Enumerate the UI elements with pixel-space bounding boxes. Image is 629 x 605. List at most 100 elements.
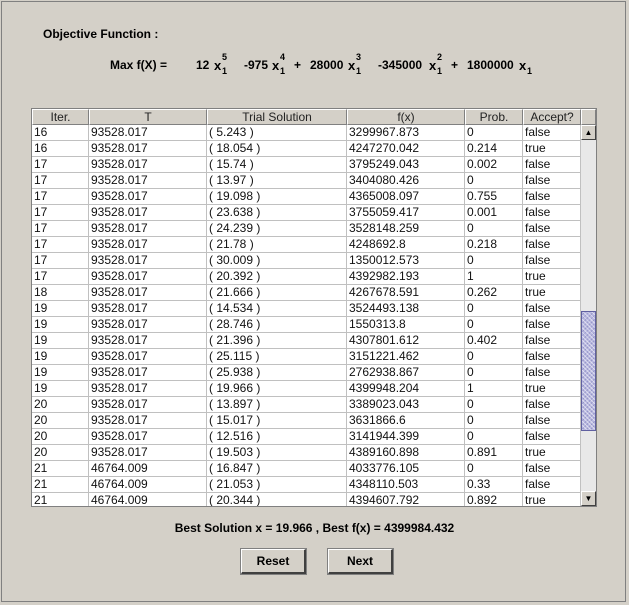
term-2-pow: 4 — [280, 52, 286, 62]
cell-accept: false — [523, 365, 581, 381]
cell-trial-solution: ( 13.97 ) — [207, 173, 347, 189]
cell-prob: 0.402 — [465, 333, 523, 349]
header-accept[interactable]: Accept? — [523, 109, 581, 125]
table-row[interactable]: 17 93528.017( 13.97 ) 3404080.426 0 false — [32, 173, 581, 189]
header-corner — [581, 109, 596, 125]
cell-accept: false — [523, 333, 581, 349]
cell-trial-solution: ( 23.638 ) — [207, 205, 347, 221]
cell-accept: false — [523, 221, 581, 237]
cell-t: 93528.017 — [89, 173, 207, 189]
triangle-up-icon: ▲ — [584, 128, 593, 137]
cell-fx: 3141944.399 — [347, 429, 465, 445]
term-1-sub: 1 — [222, 66, 228, 76]
table-row[interactable]: 17 93528.017( 20.392 ) 4392982.193 1 true — [32, 269, 581, 285]
cell-accept: false — [523, 205, 581, 221]
cell-t: 93528.017 — [89, 333, 207, 349]
term-2-var: x — [272, 58, 280, 73]
cell-trial-solution: ( 18.054 ) — [207, 141, 347, 157]
cell-fx: 4389160.898 — [347, 445, 465, 461]
term-3-coef: 28000 — [310, 58, 344, 72]
scroll-up-button[interactable]: ▲ — [581, 125, 596, 140]
table-row[interactable]: 17 93528.017( 24.239 ) 3528148.259 0 false — [32, 221, 581, 237]
table-row[interactable]: 17 93528.017( 15.74 ) 3795249.043 0.002 fals… — [32, 157, 581, 173]
table-row[interactable]: 21 46764.009( 16.847 ) 4033776.105 0 false — [32, 461, 581, 477]
header-iter[interactable]: Iter. — [32, 109, 89, 125]
table-row[interactable]: 20 93528.017( 12.516 ) 3141944.399 0 false — [32, 429, 581, 445]
header-prob[interactable]: Prob. — [465, 109, 523, 125]
term-5-op: + — [451, 58, 459, 72]
cell-trial-solution: ( 25.115 ) — [207, 349, 347, 365]
cell-prob: 0 — [465, 429, 523, 445]
cell-accept: true — [523, 141, 581, 157]
cell-fx: 3524493.138 — [347, 301, 465, 317]
term-4-sub: 1 — [437, 66, 443, 76]
table-row[interactable]: 19 93528.017( 21.396 ) 4307801.612 0.402 fal… — [32, 333, 581, 349]
cell-prob: 0 — [465, 253, 523, 269]
table-row[interactable]: 17 93528.017( 30.009 ) 1350012.573 0 false — [32, 253, 581, 269]
cell-t: 93528.017 — [89, 253, 207, 269]
cell-trial-solution: ( 16.847 ) — [207, 461, 347, 477]
cell-t: 93528.017 — [89, 397, 207, 413]
cell-accept: true — [523, 493, 581, 506]
term-3-sub: 1 — [356, 66, 362, 76]
table-row[interactable]: 16 93528.017( 18.054 ) 4247270.042 0.214 tru… — [32, 141, 581, 157]
cell-trial-solution: ( 25.938 ) — [207, 365, 347, 381]
cell-accept: true — [523, 285, 581, 301]
cell-fx: 4033776.105 — [347, 461, 465, 477]
term-5-coef: 1800000 — [467, 58, 514, 72]
table-row[interactable]: 17 93528.017( 23.638 ) 3755059.417 0.001 fal… — [32, 205, 581, 221]
cell-trial-solution: ( 21.666 ) — [207, 285, 347, 301]
cell-iter: 17 — [32, 269, 89, 285]
table-row[interactable]: 16 93528.017( 5.243 ) 3299967.873 0 false — [32, 125, 581, 141]
table-row[interactable]: 19 93528.017( 25.115 ) 3151221.462 0 false — [32, 349, 581, 365]
cell-prob: 0 — [465, 397, 523, 413]
table-row[interactable]: 19 93528.017( 19.966 ) 4399948.204 1 true — [32, 381, 581, 397]
cell-iter: 19 — [32, 381, 89, 397]
cell-accept: false — [523, 253, 581, 269]
cell-iter: 19 — [32, 349, 89, 365]
cell-t: 93528.017 — [89, 221, 207, 237]
table-row[interactable]: 20 93528.017( 15.017 ) 3631866.6 0 false — [32, 413, 581, 429]
table-row[interactable]: 18 93528.017( 21.666 ) 4267678.591 0.262 tru… — [32, 285, 581, 301]
table-row[interactable]: 19 93528.017( 25.938 ) 2762938.867 0 false — [32, 365, 581, 381]
header-t[interactable]: T — [89, 109, 207, 125]
table-row[interactable]: 21 46764.009( 20.344 ) 4394607.792 0.892 tru… — [32, 493, 581, 506]
scroll-thumb[interactable] — [581, 310, 596, 431]
table-row[interactable]: 17 93528.017( 21.78 ) 4248692.8 0.218 false — [32, 237, 581, 253]
table-row[interactable]: 19 93528.017( 14.534 ) 3524493.138 0 false — [32, 301, 581, 317]
header-fx[interactable]: f(x) — [347, 109, 465, 125]
cell-iter: 17 — [32, 237, 89, 253]
cell-prob: 0.891 — [465, 445, 523, 461]
cell-fx: 4248692.8 — [347, 237, 465, 253]
header-trial-solution[interactable]: Trial Solution — [207, 109, 347, 125]
cell-t: 93528.017 — [89, 269, 207, 285]
vertical-scrollbar[interactable]: ▲ ▼ — [581, 125, 596, 506]
cell-t: 46764.009 — [89, 477, 207, 493]
cell-iter: 19 — [32, 301, 89, 317]
cell-fx: 3151221.462 — [347, 349, 465, 365]
scroll-down-button[interactable]: ▼ — [581, 491, 596, 506]
cell-fx: 3299967.873 — [347, 125, 465, 141]
cell-t: 93528.017 — [89, 365, 207, 381]
cell-prob: 0.001 — [465, 205, 523, 221]
table-row[interactable]: 20 93528.017( 19.503 ) 4389160.898 0.891 tru… — [32, 445, 581, 461]
cell-t: 93528.017 — [89, 445, 207, 461]
term-5-var: x — [519, 58, 527, 73]
cell-fx: 4348110.503 — [347, 477, 465, 493]
reset-button[interactable]: Reset — [240, 548, 307, 575]
cell-accept: false — [523, 317, 581, 333]
table-row[interactable]: 17 93528.017( 19.098 ) 4365008.097 0.755 fal… — [32, 189, 581, 205]
cell-iter: 19 — [32, 317, 89, 333]
table-row[interactable]: 20 93528.017( 13.897 ) 3389023.043 0 false — [32, 397, 581, 413]
cell-fx: 1350012.573 — [347, 253, 465, 269]
table-row[interactable]: 19 93528.017( 28.746 ) 1550313.8 0 false — [32, 317, 581, 333]
term-4-pow: 2 — [437, 52, 443, 62]
term-1-coef: 12 — [196, 58, 210, 72]
cell-t: 93528.017 — [89, 141, 207, 157]
cell-fx: 4247270.042 — [347, 141, 465, 157]
cell-iter: 16 — [32, 141, 89, 157]
table-row[interactable]: 21 46764.009( 21.053 ) 4348110.503 0.33 fals… — [32, 477, 581, 493]
cell-prob: 0.262 — [465, 285, 523, 301]
cell-accept: false — [523, 189, 581, 205]
next-button[interactable]: Next — [327, 548, 394, 575]
